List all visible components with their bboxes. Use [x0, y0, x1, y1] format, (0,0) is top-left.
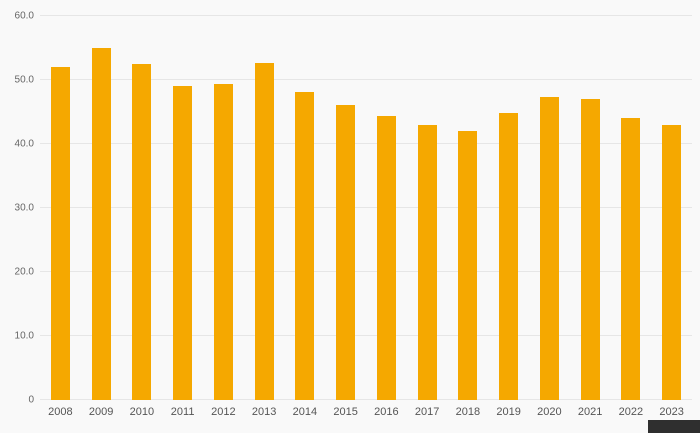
gridline-y-40.0: [40, 143, 692, 144]
x-axis-label-2017: 2017: [414, 406, 440, 418]
gridline-y-0: [40, 399, 692, 400]
y-axis-tick-label: 50.0: [14, 74, 34, 86]
bar-2022[interactable]: [621, 118, 641, 400]
gridline-y-60.0: [40, 15, 692, 16]
bar-2015[interactable]: [336, 104, 356, 400]
x-axis-label-2009: 2009: [88, 406, 114, 418]
x-axis-label-2011: 2011: [170, 406, 195, 418]
bar-slot-2017: 2017: [407, 16, 448, 418]
x-axis-label-2010: 2010: [129, 406, 155, 418]
bar-slot-2010: 2010: [122, 16, 163, 418]
bar-slot-2011: 2011: [162, 16, 203, 418]
x-axis-label-2019: 2019: [496, 406, 521, 418]
bar-slot-2020: 2020: [529, 16, 570, 418]
bar-2008[interactable]: [50, 67, 70, 400]
bar-2011[interactable]: [173, 86, 193, 400]
y-axis-tick-label: 30.0: [14, 202, 34, 214]
bar-2010[interactable]: [132, 64, 152, 400]
bar-series: 2008 2009 2010 2011 2012 2013 2014 2015 2016 2017…: [40, 16, 692, 418]
bar-slot-2022: 2022: [611, 16, 652, 418]
bar-2009[interactable]: [91, 48, 111, 400]
x-axis-label-2008: 2008: [48, 406, 73, 418]
bar-slot-2016: 2016: [366, 16, 407, 418]
bar-slot-2021: 2021: [570, 16, 611, 418]
bar-slot-2019: 2019: [488, 16, 529, 418]
plot-area: 0 10.0 20.0 30.0 40.0 50.0 60.0 2008 2009 2010 201…: [15, 11, 692, 418]
corner-overlay-box: [648, 420, 700, 433]
bar-2018[interactable]: [458, 130, 478, 400]
bar-slot-2015: 2015: [325, 16, 366, 418]
bar-slot-2008: 2008: [40, 16, 81, 418]
gridline-y-20.0: [40, 271, 692, 272]
bar-slot-2014: 2014: [285, 16, 326, 418]
bar-2014[interactable]: [295, 91, 315, 400]
x-axis-label-2018: 2018: [455, 406, 481, 418]
bar-slot-2023: 2023: [651, 16, 692, 418]
y-axis-tick-label: 20.0: [14, 266, 34, 278]
bar-2013[interactable]: [254, 62, 274, 400]
bar-2017[interactable]: [417, 125, 437, 400]
bar-2021[interactable]: [580, 99, 600, 400]
bar-slot-2013: 2013: [244, 16, 285, 418]
bar-slot-2012: 2012: [203, 16, 244, 418]
x-axis-label-2022: 2022: [618, 406, 644, 418]
gridline-y-50.0: [40, 79, 692, 80]
bar-2016[interactable]: [376, 116, 396, 400]
x-axis-label-2012: 2012: [211, 406, 236, 418]
y-axis-tick-label: 10.0: [14, 330, 34, 342]
x-axis-label-2023: 2023: [659, 406, 684, 418]
y-axis-tick-label: 60.0: [14, 10, 34, 22]
gridline-y-10.0: [40, 335, 692, 336]
x-axis-label-2013: 2013: [251, 406, 277, 418]
bar-slot-2018: 2018: [448, 16, 489, 418]
x-axis-label-2021: 2021: [577, 406, 603, 418]
bar-2020[interactable]: [539, 97, 559, 400]
y-axis-tick-label: 40.0: [14, 138, 34, 150]
bar-2019[interactable]: [499, 113, 519, 400]
bar-2023[interactable]: [662, 124, 682, 400]
x-axis-label-2015: 2015: [333, 406, 358, 418]
x-axis-label-2020: 2020: [537, 406, 562, 418]
bar-slot-2009: 2009: [81, 16, 122, 418]
bar-2012[interactable]: [213, 84, 233, 400]
y-axis-tick-label: 0: [28, 394, 34, 406]
x-axis-label-2014: 2014: [292, 406, 318, 418]
gridline-y-30.0: [40, 207, 692, 208]
x-axis-label-2016: 2016: [374, 406, 399, 418]
